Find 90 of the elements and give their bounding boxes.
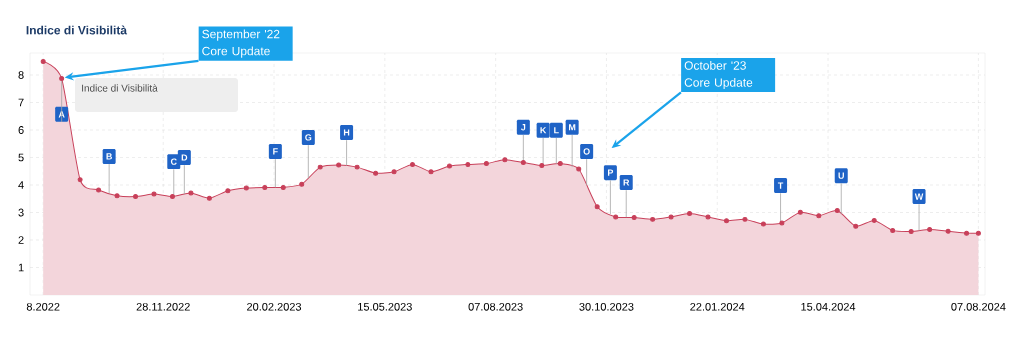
point <box>945 228 951 234</box>
annotation: Indice di Visibilità <box>82 84 158 92</box>
point <box>797 209 803 215</box>
point <box>483 161 489 167</box>
y-tick-label: 6 <box>18 126 24 134</box>
point <box>133 194 139 200</box>
chart-title: Indice di Visibilità <box>26 25 128 35</box>
point <box>262 184 268 190</box>
point <box>853 223 859 229</box>
annotation: D <box>181 154 188 161</box>
x-tick-label: 07.08.2024 <box>951 302 1006 311</box>
annotation: R <box>623 179 630 186</box>
point <box>908 228 914 234</box>
annotation: October '23 Core Update <box>684 60 753 90</box>
point <box>742 216 748 222</box>
y-tick-label: 1 <box>18 263 24 272</box>
y-tick-label: 2 <box>18 236 24 244</box>
annotation: U <box>838 172 844 179</box>
point <box>687 211 693 217</box>
point <box>299 181 305 187</box>
point <box>964 230 970 236</box>
annotation: September '22 Core Update <box>202 29 280 58</box>
annotation: L <box>554 127 559 134</box>
point <box>613 214 619 220</box>
point <box>336 162 342 168</box>
annotation: J <box>520 124 526 131</box>
x-tick-label: 20.02.2023 <box>247 302 302 311</box>
point <box>650 216 656 222</box>
annotation: F <box>273 148 278 155</box>
x-tick-label: 07.08.2023 <box>468 302 523 311</box>
point <box>576 166 582 172</box>
y-tick-label: 7 <box>18 98 24 107</box>
point <box>927 227 933 233</box>
x-tick-label: 22.01.2024 <box>690 302 745 311</box>
point <box>668 214 674 220</box>
annotation: T <box>777 182 784 189</box>
point <box>446 163 452 169</box>
point <box>206 195 212 201</box>
point <box>502 157 508 163</box>
point <box>391 169 397 175</box>
point <box>760 221 766 227</box>
y-tick-label: 5 <box>18 153 24 162</box>
point <box>151 191 157 197</box>
annotation: O <box>583 148 590 155</box>
point <box>354 164 360 170</box>
point <box>169 194 175 200</box>
annotation: B <box>106 153 112 160</box>
point <box>631 214 637 220</box>
point <box>465 161 471 167</box>
point <box>373 170 379 176</box>
point <box>539 162 545 168</box>
y-tick-label: 3 <box>18 208 24 217</box>
annotation: C <box>170 158 177 165</box>
point <box>520 159 526 165</box>
x-tick-label: 15.05.2023 <box>358 302 412 311</box>
point <box>317 164 323 170</box>
point <box>890 227 896 233</box>
point <box>410 161 416 167</box>
point <box>59 76 65 82</box>
point <box>40 59 46 65</box>
point <box>428 169 434 175</box>
annotation: P <box>607 169 614 176</box>
point <box>243 185 249 191</box>
point <box>723 218 729 224</box>
x-tick-label: 15.04.2024 <box>801 302 856 311</box>
x-tick-label: 8.2022 <box>26 302 60 311</box>
point <box>871 217 877 223</box>
annotation: M <box>568 124 576 131</box>
point <box>77 177 83 183</box>
x-tick-label: 30.10.2023 <box>579 302 634 311</box>
y-tick-label: 8 <box>18 71 24 79</box>
annotation: K <box>540 127 547 134</box>
annotation: G <box>305 134 312 141</box>
point <box>96 187 102 193</box>
point <box>705 214 711 220</box>
point <box>188 190 194 196</box>
annotation: W <box>914 193 924 200</box>
point <box>779 220 785 226</box>
point <box>594 204 600 210</box>
x-tick-label: 28.11.2022 <box>136 302 190 311</box>
point <box>280 184 286 190</box>
annotation: H <box>343 129 350 136</box>
point <box>114 193 120 199</box>
point <box>225 188 231 194</box>
annotation: A <box>58 111 65 118</box>
point <box>975 230 981 236</box>
point <box>834 208 840 214</box>
point <box>557 161 563 167</box>
y-tick-label: 4 <box>18 181 24 189</box>
point <box>816 213 822 219</box>
